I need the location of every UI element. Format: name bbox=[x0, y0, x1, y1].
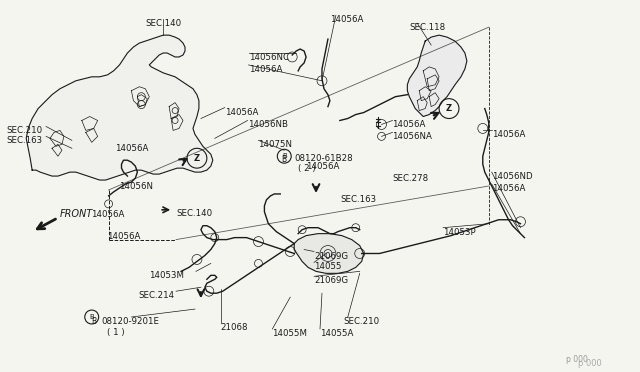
Text: 14056A: 14056A bbox=[91, 210, 124, 219]
Text: 08120-61B28: 08120-61B28 bbox=[294, 154, 353, 163]
Text: 14056A: 14056A bbox=[225, 108, 258, 116]
Text: 14056A: 14056A bbox=[492, 184, 525, 193]
Text: 14056A: 14056A bbox=[330, 15, 364, 24]
Text: 14055M: 14055M bbox=[273, 329, 307, 338]
Text: 14055A: 14055A bbox=[320, 329, 353, 338]
Text: Z: Z bbox=[446, 104, 452, 113]
Text: SEC.278: SEC.278 bbox=[392, 174, 429, 183]
Text: SEC.210: SEC.210 bbox=[6, 126, 42, 135]
Text: 14056ND: 14056ND bbox=[492, 172, 532, 181]
Text: ( 2 ): ( 2 ) bbox=[298, 164, 316, 173]
Text: 14056A: 14056A bbox=[107, 232, 140, 241]
Text: 21068: 21068 bbox=[221, 323, 248, 332]
Text: SEC.163: SEC.163 bbox=[6, 137, 42, 145]
Text: B: B bbox=[282, 153, 287, 159]
Polygon shape bbox=[294, 234, 364, 273]
Text: 14053M: 14053M bbox=[149, 271, 184, 280]
Text: 14056NC: 14056NC bbox=[248, 53, 289, 62]
Text: 14056N: 14056N bbox=[120, 182, 154, 191]
Text: 14056A: 14056A bbox=[115, 144, 148, 153]
Text: B: B bbox=[90, 314, 94, 320]
Text: 14056A: 14056A bbox=[248, 65, 282, 74]
Polygon shape bbox=[26, 35, 213, 180]
Text: SEC.214: SEC.214 bbox=[138, 291, 175, 300]
Text: 14055: 14055 bbox=[314, 262, 342, 272]
Text: 14056A: 14056A bbox=[492, 131, 525, 140]
Text: 08120-9201E: 08120-9201E bbox=[102, 317, 159, 326]
Text: SEC.140: SEC.140 bbox=[145, 19, 181, 28]
Text: ( 1 ): ( 1 ) bbox=[107, 328, 124, 337]
Text: p 000: p 000 bbox=[566, 355, 588, 364]
Text: 14053P: 14053P bbox=[443, 228, 476, 237]
Text: SEC.163: SEC.163 bbox=[341, 195, 377, 204]
Text: p 000: p 000 bbox=[578, 359, 602, 368]
Text: 21069G: 21069G bbox=[314, 251, 348, 260]
Text: 21069G: 21069G bbox=[314, 276, 348, 285]
Text: 14075N: 14075N bbox=[259, 140, 292, 149]
Polygon shape bbox=[407, 35, 467, 116]
Text: FRONT: FRONT bbox=[60, 209, 93, 219]
Text: 14056NB: 14056NB bbox=[248, 121, 287, 129]
Text: 14056A: 14056A bbox=[306, 162, 339, 171]
Text: SEC.140: SEC.140 bbox=[176, 209, 212, 218]
Text: B: B bbox=[91, 317, 96, 326]
Text: SEC.118: SEC.118 bbox=[410, 23, 445, 32]
Text: 14056NA: 14056NA bbox=[392, 132, 433, 141]
Text: Z: Z bbox=[194, 154, 200, 163]
Text: 14056A: 14056A bbox=[392, 121, 426, 129]
Text: B: B bbox=[282, 155, 287, 164]
Text: SEC.210: SEC.210 bbox=[344, 317, 380, 326]
